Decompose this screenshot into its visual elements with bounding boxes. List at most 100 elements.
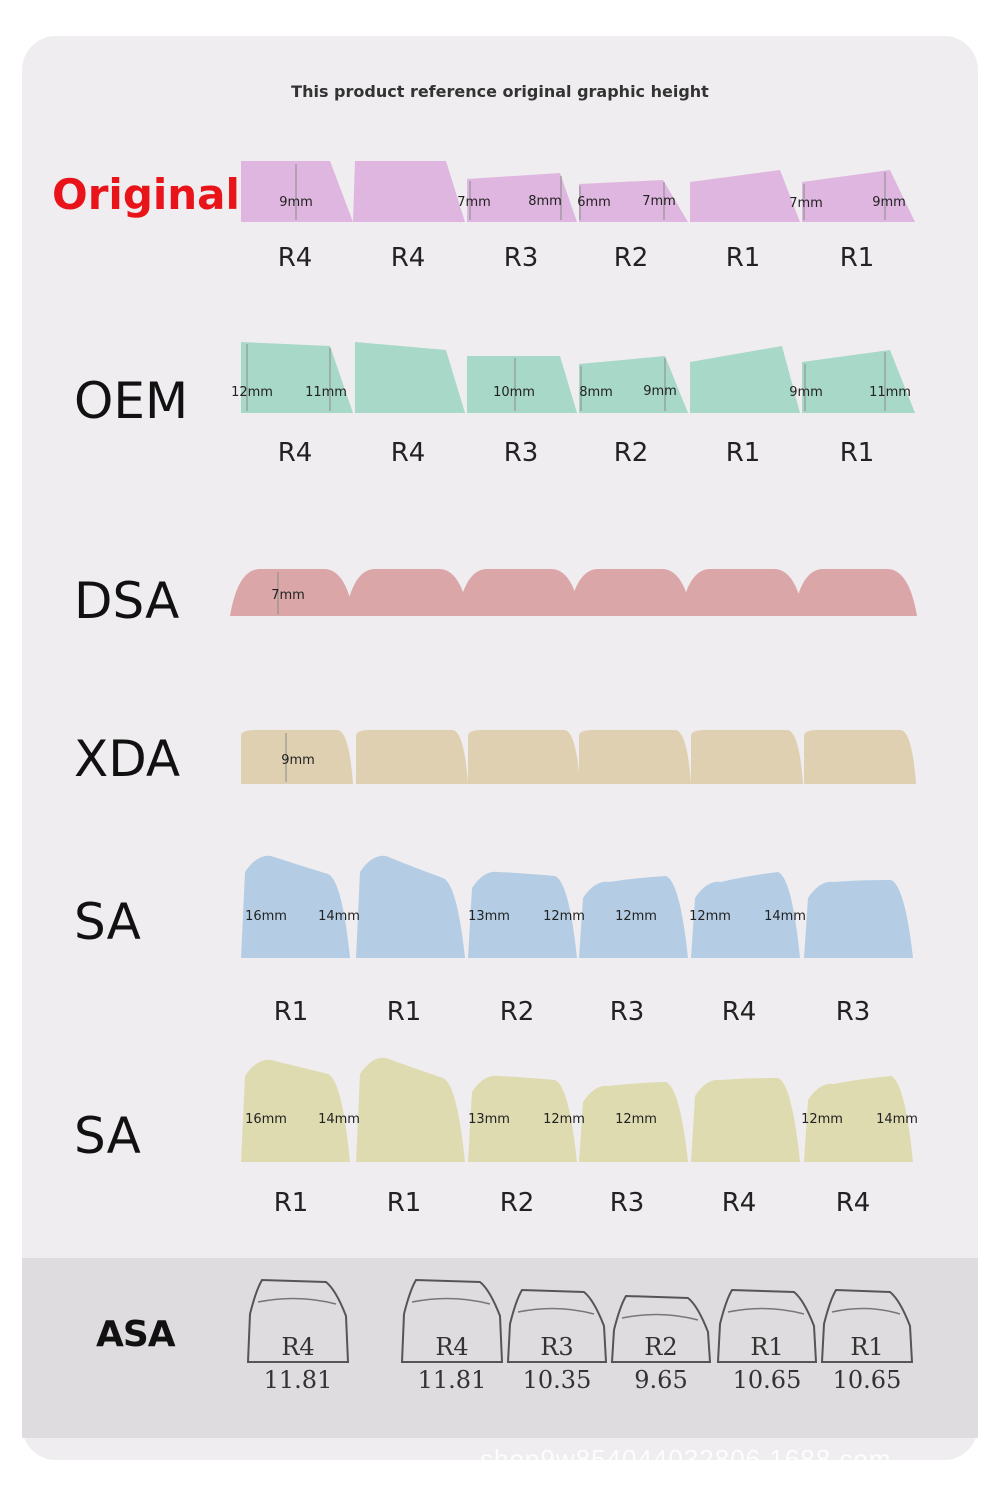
dimension-label-sa-blue: 12mm [543, 909, 585, 924]
keycap-asa-top-edge [621, 1313, 699, 1321]
row-label-sa-yellow: R4 [722, 1188, 757, 1218]
row-label-sa-yellow: R1 [274, 1188, 309, 1218]
keycap-xda-1 [241, 730, 353, 784]
dimension-label-oem: 9mm [643, 384, 677, 399]
dimension-label-original: 9mm [279, 195, 313, 210]
row-label-oem: R1 [840, 438, 875, 468]
keycap-sa-blue-2 [356, 855, 465, 958]
keycap-oem-2 [355, 342, 465, 413]
keycap-sa-yellow-1 [241, 1059, 350, 1162]
row-label-original: R2 [614, 243, 649, 273]
row-label-sa-blue: R1 [387, 997, 422, 1027]
dimension-label-sa-yellow: 12mm [801, 1112, 843, 1127]
profile-label-dsa: DSA [74, 572, 180, 630]
keycap-asa-5 [716, 1288, 818, 1363]
row-label-oem: R1 [726, 438, 761, 468]
keycap-xda-4 [579, 730, 691, 784]
dimension-label-oem: 12mm [231, 385, 273, 400]
keycap-dsa-2 [345, 569, 469, 616]
row-label-asa: R1 [750, 1333, 783, 1361]
profile-label-original: Original [52, 170, 240, 219]
keycap-asa-2 [400, 1278, 504, 1363]
profile-label-sa-blue: SA [74, 893, 141, 951]
keycap-oem-4 [579, 356, 688, 413]
dimension-label-original: 9mm [872, 195, 906, 210]
profile-label-oem: OEM [74, 372, 189, 430]
keycap-sa-blue-6 [804, 880, 913, 958]
row-label-sa-yellow: R4 [836, 1188, 871, 1218]
profile-label-asa: ASA [96, 1314, 176, 1355]
keycap-dsa-5 [680, 569, 804, 616]
dimension-label-sa-blue: 12mm [689, 909, 731, 924]
row-label-original: R3 [504, 243, 539, 273]
asa-section-band [22, 1258, 978, 1438]
row-label-oem: R3 [504, 438, 539, 468]
dimension-label-original: 8mm [528, 194, 562, 209]
dimension-label-sa-blue: 14mm [764, 909, 806, 924]
keycap-dsa-4 [568, 569, 692, 616]
keycap-original-4 [579, 180, 688, 222]
dimension-label-original: 6mm [577, 195, 611, 210]
keycap-oem-5 [690, 346, 800, 413]
keycap-dsa-1 [230, 569, 354, 616]
row-label-asa: R3 [540, 1333, 573, 1361]
dimension-label-sa-yellow: 12mm [615, 1112, 657, 1127]
height-label-asa: 11.81 [418, 1366, 487, 1394]
dimension-label-sa-blue: 12mm [615, 909, 657, 924]
keycap-sa-yellow-4 [579, 1082, 688, 1162]
height-label-asa: 11.81 [264, 1366, 333, 1394]
row-label-asa: R4 [435, 1333, 468, 1361]
keycap-xda-6 [804, 730, 916, 784]
watermark: shop9w854044032806.1688.com [480, 1444, 892, 1474]
height-label-asa: 10.65 [833, 1366, 902, 1394]
keycap-asa-top-edge [257, 1297, 337, 1305]
keycap-xda-3 [468, 730, 580, 784]
row-label-asa: R1 [850, 1333, 883, 1361]
height-label-asa: 9.65 [634, 1366, 687, 1394]
dimension-label-oem: 9mm [789, 385, 823, 400]
row-label-original: R1 [840, 243, 875, 273]
keycap-sa-blue-1 [241, 855, 350, 958]
keycap-asa-3 [506, 1288, 608, 1363]
row-label-asa: R4 [281, 1333, 314, 1361]
row-label-oem: R2 [614, 438, 649, 468]
keycap-original-3 [467, 173, 577, 222]
row-label-original: R4 [391, 243, 426, 273]
dimension-label-sa-yellow: 14mm [318, 1112, 360, 1127]
dimension-label-sa-yellow: 14mm [876, 1112, 918, 1127]
height-label-asa: 10.65 [733, 1366, 802, 1394]
keycap-sa-blue-5 [691, 872, 800, 958]
row-label-sa-blue: R2 [500, 997, 535, 1027]
dimension-label-sa-blue: 16mm [245, 909, 287, 924]
row-label-sa-yellow: R1 [387, 1188, 422, 1218]
row-label-sa-blue: R3 [610, 997, 645, 1027]
keycap-asa-top-edge [727, 1307, 805, 1315]
row-label-sa-blue: R4 [722, 997, 757, 1027]
keycap-asa-top-edge [411, 1297, 491, 1305]
keycap-asa-6 [820, 1288, 914, 1363]
keycap-sa-yellow-2 [356, 1057, 465, 1162]
keycap-asa-top-edge [517, 1307, 595, 1315]
dimension-label-sa-blue: 13mm [468, 909, 510, 924]
dimension-label-original: 7mm [642, 194, 676, 209]
keycap-dsa-3 [457, 569, 581, 616]
keycap-oem-6 [802, 350, 915, 413]
keycap-sa-blue-3 [468, 871, 577, 958]
keycap-oem-3 [467, 356, 577, 413]
keycap-original-2 [353, 161, 465, 222]
row-label-oem: R4 [278, 438, 313, 468]
keycap-sa-yellow-3 [468, 1075, 577, 1162]
row-label-sa-blue: R1 [274, 997, 309, 1027]
keycap-asa-1 [246, 1278, 350, 1363]
dimension-label-original: 7mm [457, 195, 491, 210]
row-label-sa-yellow: R3 [610, 1188, 645, 1218]
dimension-label-sa-yellow: 12mm [543, 1112, 585, 1127]
keycap-xda-5 [691, 730, 803, 784]
profile-label-xda: XDA [74, 730, 181, 788]
keycap-xda-2 [356, 730, 468, 784]
keycap-oem-1 [241, 342, 353, 413]
keycap-original-5 [690, 170, 800, 222]
profile-label-sa-yellow: SA [74, 1107, 141, 1165]
keycap-asa-4 [610, 1294, 712, 1363]
